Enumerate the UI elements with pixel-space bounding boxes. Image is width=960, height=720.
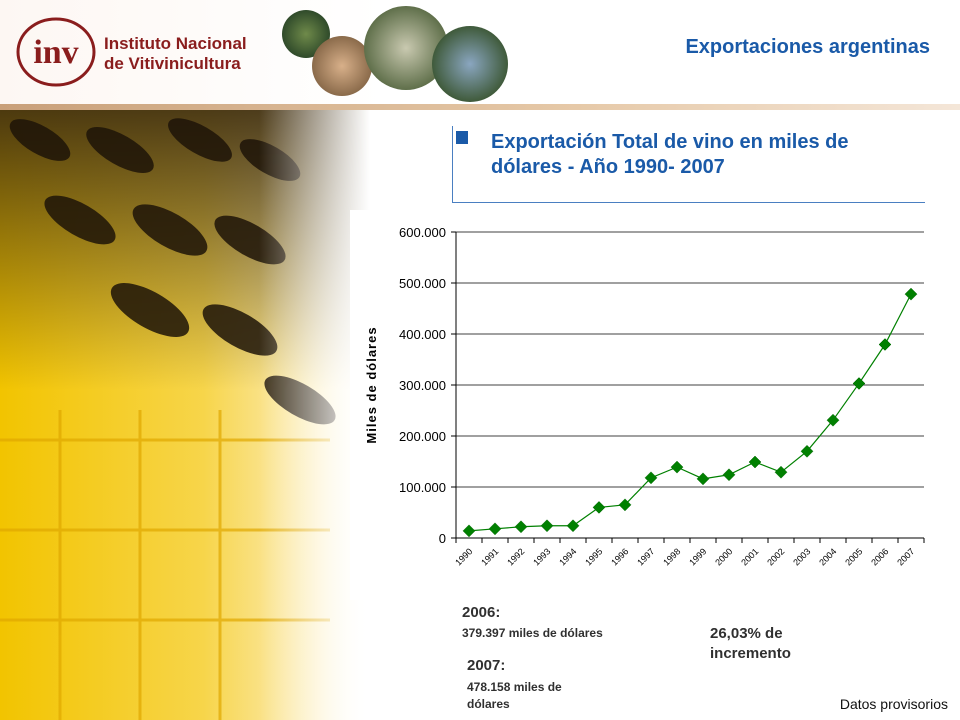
data-point-marker — [488, 522, 502, 536]
wine-bottles-photo — [0, 110, 370, 720]
line-chart: 0 100.000 200.000 300.000 400.000 500.000 600.… — [364, 225, 925, 568]
data-point-marker — [904, 287, 918, 301]
data-point-marker — [774, 465, 788, 479]
y-tick-label: 0 — [439, 531, 446, 546]
header-bar: inv Instituto Nacional de Vitivinicultur… — [0, 0, 960, 108]
x-tick-label: 1995 — [583, 546, 604, 567]
y-tick-label: 300.000 — [399, 378, 446, 393]
data-point-marker — [826, 413, 840, 427]
x-tick-label: 2003 — [791, 546, 812, 567]
x-tick-label: 1996 — [609, 546, 630, 567]
title-frame — [452, 126, 925, 203]
data-point-marker — [748, 455, 762, 469]
data-point-marker — [800, 444, 814, 458]
increase-note: 26,03% de incremento — [710, 625, 791, 662]
footer-note: Datos provisorios — [839, 696, 948, 712]
note-2007-label: 2007: — [467, 657, 506, 674]
x-tick-label: 2007 — [895, 546, 916, 567]
title-bullet — [456, 131, 468, 144]
y-tick-label: 500.000 — [399, 276, 446, 291]
x-tick-label: 1998 — [661, 546, 682, 567]
x-tick-label: 1997 — [635, 546, 656, 567]
data-point-marker — [878, 338, 892, 351]
org-name: Instituto Nacional de Vitivinicultura — [104, 34, 247, 74]
section-title: Exportaciones argentinas — [685, 36, 930, 58]
x-tick-label: 2002 — [765, 546, 786, 567]
data-point-marker — [644, 471, 658, 485]
data-point-marker — [566, 519, 580, 533]
x-tick-label: 1991 — [479, 546, 500, 567]
data-point-marker — [722, 468, 736, 482]
x-tick-label: 1994 — [557, 546, 578, 567]
x-tick-label: 1992 — [505, 546, 526, 567]
data-point-marker — [592, 501, 606, 514]
data-point-marker — [618, 498, 632, 512]
logo-letters: inv — [33, 34, 78, 71]
x-tick-label: 1999 — [687, 546, 708, 567]
y-tick-label: 400.000 — [399, 327, 446, 342]
y-tick-label: 600.000 — [399, 225, 446, 240]
inv-logo-icon: inv — [16, 17, 96, 87]
data-point-marker — [540, 519, 554, 533]
chart-panel: 0 100.000 200.000 300.000 400.000 500.000 600.… — [350, 210, 930, 600]
x-tick-label: 2001 — [739, 546, 760, 567]
note-2007-value: 478.158 miles de dólares — [467, 680, 562, 711]
y-axis-title: Miles de dólares — [364, 326, 379, 443]
y-tick-label: 200.000 — [399, 429, 446, 444]
note-2006-label: 2006: — [462, 604, 501, 621]
x-tick-label: 1993 — [531, 546, 552, 567]
x-tick-label: 2000 — [713, 546, 734, 567]
chart-title: Exportación Total de vino en miles de dó… — [491, 131, 849, 178]
data-point-marker — [514, 520, 528, 534]
x-tick-label: 1990 — [453, 546, 474, 567]
org-name-line2: de Vitivinicultura — [104, 54, 241, 73]
note-2006-value: 379.397 miles de dólares — [462, 626, 603, 640]
data-point-marker — [670, 460, 684, 474]
vineyard-photo-collage — [282, 6, 508, 102]
header-divider — [0, 104, 960, 110]
series-line — [468, 293, 912, 532]
x-tick-label: 2004 — [817, 546, 838, 567]
data-point-marker — [696, 472, 710, 486]
data-point-marker — [462, 524, 476, 538]
data-point-marker — [852, 377, 866, 390]
x-tick-label: 2006 — [869, 546, 890, 567]
org-name-line1: Instituto Nacional — [104, 34, 247, 53]
x-tick-label: 2005 — [843, 546, 864, 567]
y-tick-label: 100.000 — [399, 480, 446, 495]
